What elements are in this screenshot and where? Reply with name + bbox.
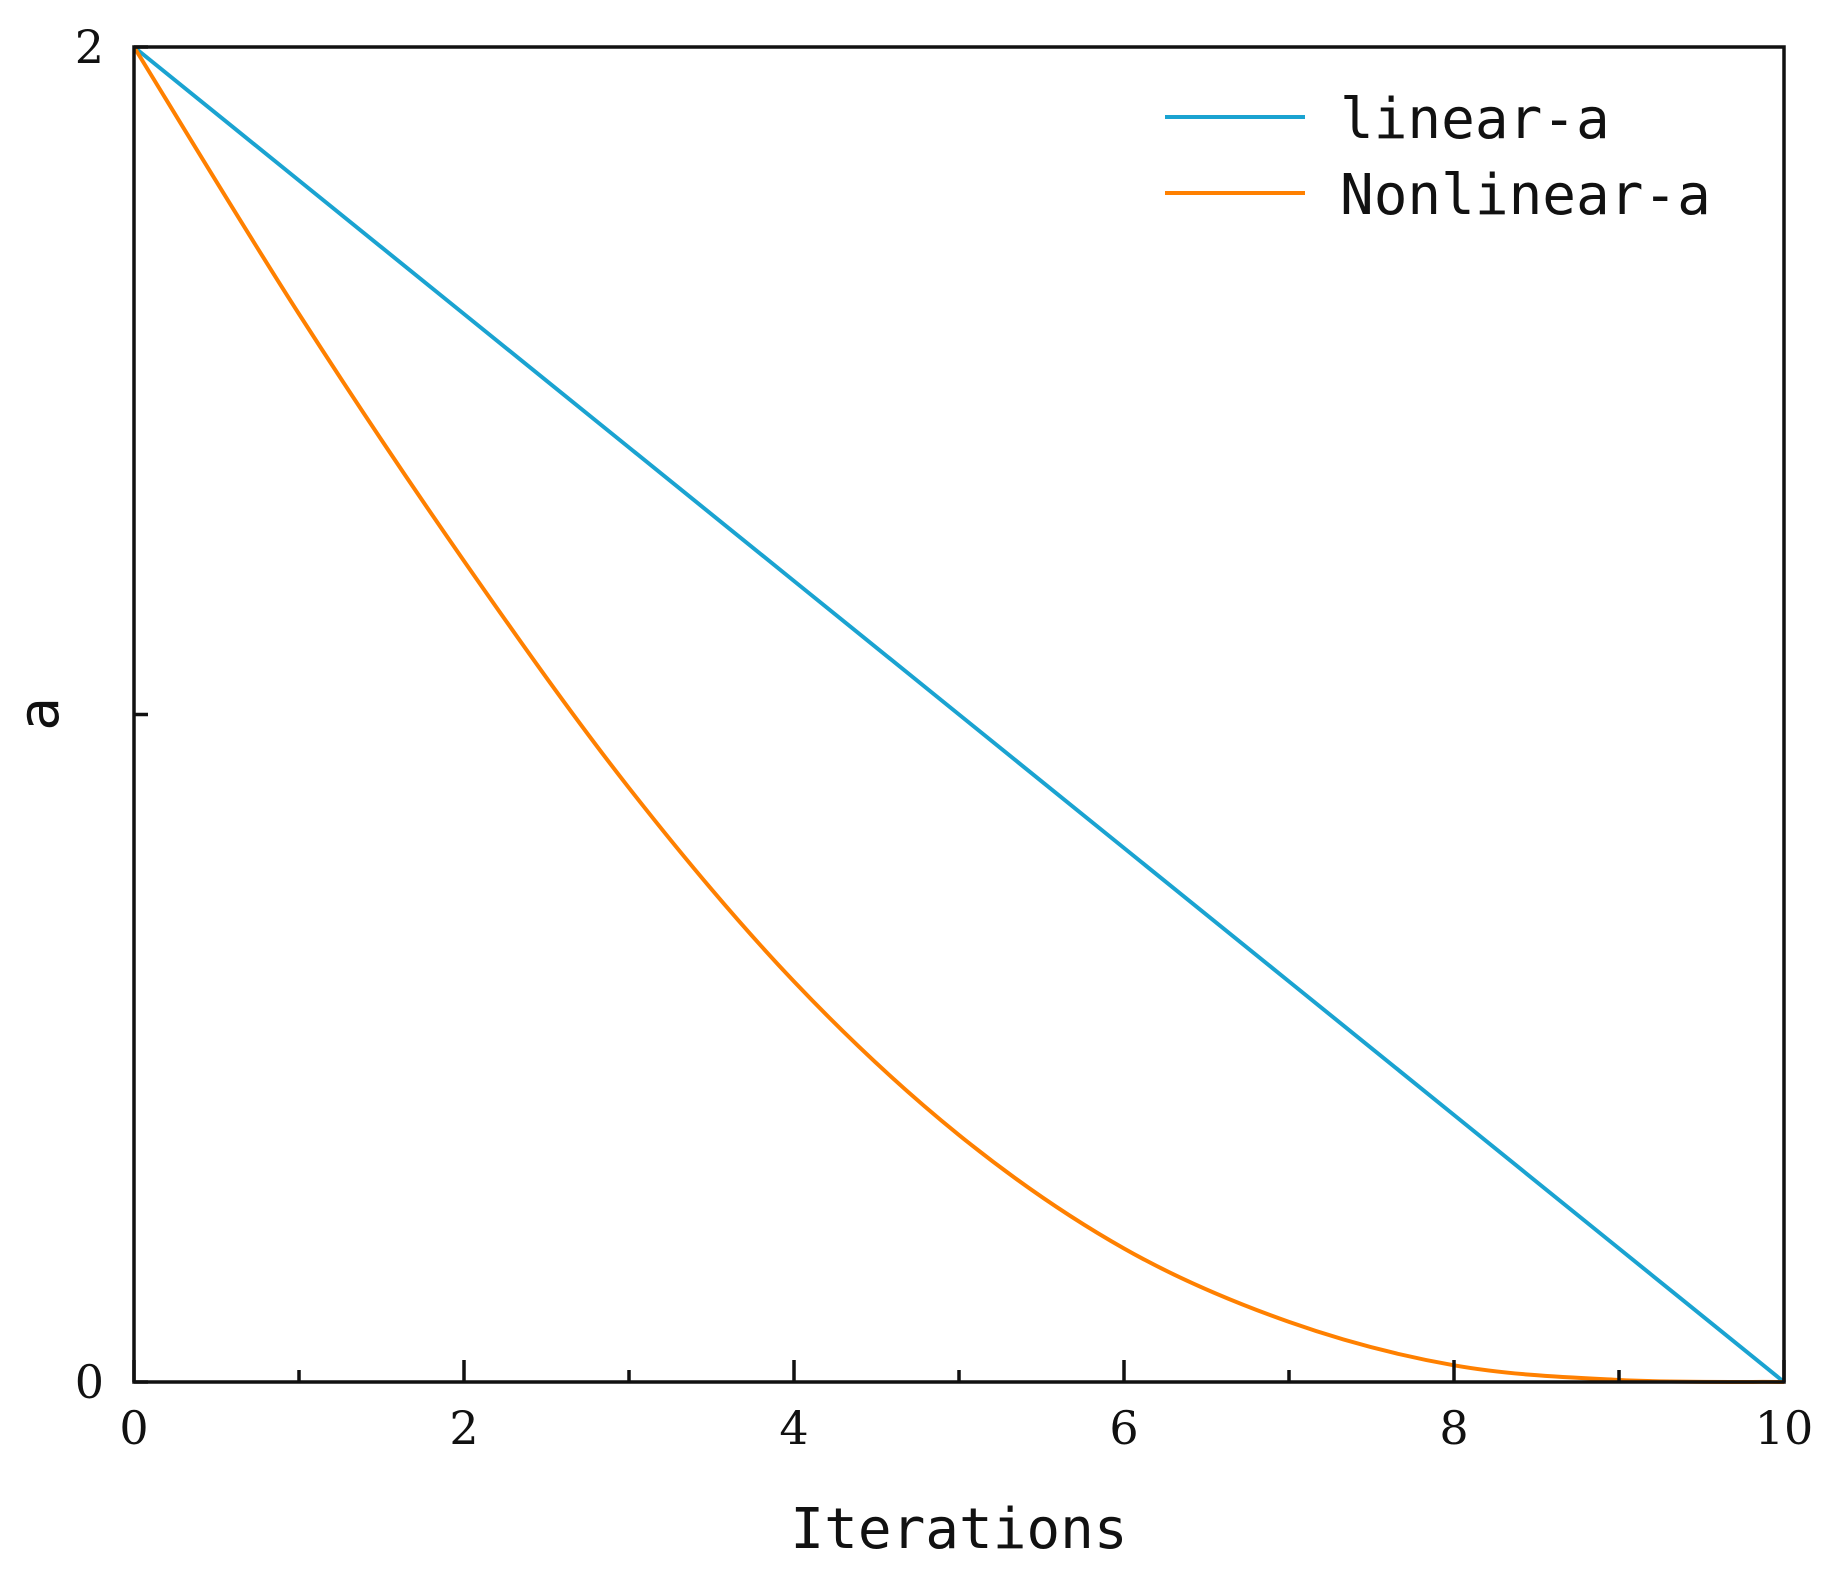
- x-tick-label: 10: [1755, 1401, 1814, 1455]
- x-tick-label: 4: [779, 1401, 808, 1455]
- x-tick-label: 6: [1109, 1401, 1138, 1455]
- y-axis-title: a: [7, 697, 72, 731]
- x-axis-title: Iterations: [790, 1497, 1127, 1562]
- y-tick-label: 2: [75, 20, 104, 74]
- y-tick-label: 0: [75, 1355, 104, 1409]
- tick-layer: [132, 45, 1786, 1384]
- series-line-linear-a: [132, 45, 1786, 1384]
- legend: linear-a Nonlinear-a: [1165, 87, 1711, 228]
- x-tick-label: 2: [449, 1401, 478, 1455]
- legend-label-nonlinear-a: Nonlinear-a: [1340, 163, 1711, 228]
- tick-label-layer: 0 2 4 6 8 10 0 2: [75, 20, 1814, 1455]
- x-tick-label: 8: [1439, 1401, 1468, 1455]
- legend-label-linear-a: linear-a: [1340, 87, 1610, 152]
- x-tick-label: 0: [119, 1401, 148, 1455]
